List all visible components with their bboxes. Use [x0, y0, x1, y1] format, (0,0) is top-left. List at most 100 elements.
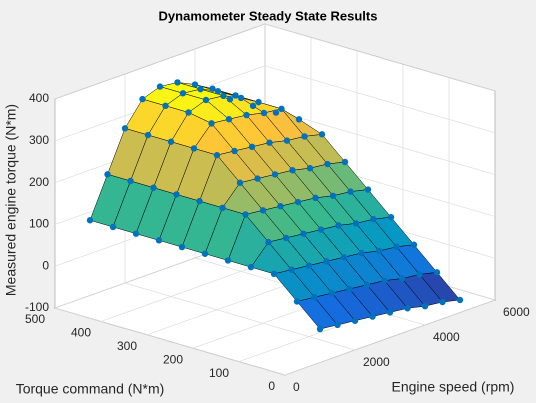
data-point — [179, 90, 187, 97]
data-point — [278, 105, 285, 113]
data-point — [393, 243, 400, 251]
y-tick-label: 300 — [117, 339, 137, 353]
data-point — [271, 171, 279, 178]
x-tick-label: 6000 — [503, 305, 530, 319]
grid-line — [124, 282, 356, 351]
data-point — [311, 294, 318, 301]
data-point — [288, 266, 295, 273]
data-point — [456, 296, 464, 304]
grid-line — [54, 23, 266, 100]
data-point — [323, 258, 330, 265]
data-point — [283, 137, 291, 144]
data-point — [191, 81, 199, 88]
data-point — [272, 109, 280, 116]
y-tick-label: 200 — [163, 352, 183, 366]
data-point — [132, 230, 140, 237]
data-point — [293, 298, 301, 305]
data-point — [255, 98, 262, 106]
data-point — [224, 257, 232, 264]
data-point — [381, 277, 388, 284]
data-point — [404, 305, 411, 312]
data-point — [347, 188, 354, 195]
data-point — [232, 92, 239, 99]
data-point — [249, 102, 257, 110]
data-point — [301, 133, 308, 140]
data-point — [121, 125, 129, 132]
grid-line — [264, 65, 496, 134]
data-point — [341, 158, 349, 166]
data-point — [387, 213, 395, 221]
data-point — [312, 194, 319, 202]
z-tick-label: 0 — [42, 258, 49, 272]
data-point — [243, 111, 250, 119]
data-point — [248, 143, 256, 151]
data-point — [346, 285, 353, 293]
z-tick-label: 200 — [29, 175, 49, 189]
data-point — [242, 211, 249, 218]
data-point — [433, 269, 441, 276]
data-point — [439, 298, 446, 306]
plot — [86, 79, 464, 333]
data-point — [155, 237, 163, 244]
data-point — [277, 202, 284, 210]
data-point — [364, 186, 372, 193]
data-point — [370, 216, 377, 223]
y-tick-label: 500 — [25, 312, 45, 326]
data-point — [282, 234, 290, 242]
data-point — [317, 226, 325, 233]
y-tick-label: 100 — [209, 366, 229, 380]
x-tick-label: 0 — [293, 380, 300, 394]
z-tick-label: 400 — [29, 91, 49, 105]
grid-line — [284, 299, 496, 376]
data-point — [196, 197, 203, 205]
data-point — [328, 289, 336, 297]
data-point — [265, 238, 272, 246]
data-point — [295, 116, 303, 123]
z-tick-label: 100 — [29, 217, 49, 231]
data-point — [306, 164, 314, 172]
data-point — [416, 271, 423, 278]
data-point — [144, 131, 152, 139]
data-point — [86, 217, 94, 224]
y-tick-label: 400 — [71, 326, 91, 340]
data-point — [266, 139, 273, 146]
data-point — [167, 138, 175, 145]
data-point — [358, 249, 365, 257]
data-point — [259, 207, 267, 214]
z-axis-label: Measured engine torque (N*m) — [3, 104, 19, 296]
data-point — [156, 83, 164, 90]
data-point — [247, 263, 255, 271]
data-point — [104, 171, 111, 178]
data-point — [329, 192, 337, 199]
data-point — [226, 96, 234, 103]
data-point — [208, 120, 215, 127]
chart-title: Dynamometer Steady State Results — [159, 8, 378, 23]
grid-line — [264, 107, 496, 175]
data-point — [369, 313, 376, 320]
data-point — [398, 275, 406, 282]
data-point — [225, 116, 233, 123]
data-point — [231, 147, 238, 155]
data-point — [173, 191, 180, 198]
data-point — [139, 95, 146, 103]
data-point — [254, 175, 261, 182]
data-point — [270, 270, 278, 278]
data-point — [237, 94, 245, 102]
data-point — [214, 88, 222, 95]
data-point — [300, 230, 307, 237]
data-point — [294, 198, 302, 206]
data-point — [352, 220, 360, 227]
data-point — [335, 222, 342, 229]
data-point — [305, 262, 313, 269]
x-tick-label: 4000 — [433, 330, 460, 344]
data-point — [324, 160, 331, 168]
data-point — [363, 281, 371, 289]
data-point — [236, 179, 244, 186]
data-point — [220, 92, 227, 100]
x-axis-label: Engine speed (rpm) — [392, 379, 515, 395]
data-point — [201, 250, 209, 257]
data-point — [318, 131, 326, 138]
data-point — [375, 247, 383, 255]
data-point — [197, 85, 204, 93]
